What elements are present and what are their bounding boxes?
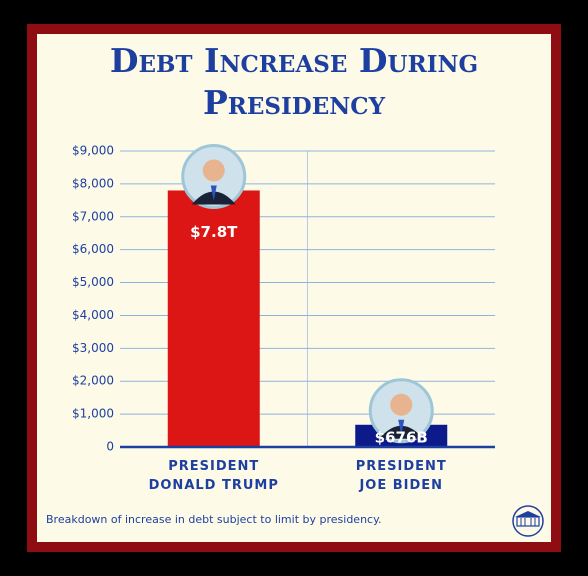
- y-tick-label: 0: [106, 440, 114, 454]
- y-tick-label: $3,000: [72, 341, 114, 355]
- portrait: [368, 378, 434, 444]
- portrait-tie: [398, 419, 405, 435]
- y-tick-label: $9,000: [72, 144, 114, 158]
- y-tick-label: $4,000: [72, 308, 114, 322]
- portrait: [181, 143, 247, 209]
- value-label: $7.8T: [190, 223, 238, 241]
- caption: Breakdown of increase in debt subject to…: [46, 513, 382, 526]
- y-tick-label: $1,000: [72, 407, 114, 421]
- panel: [37, 34, 551, 542]
- portrait-tie: [210, 185, 217, 201]
- bar: [167, 190, 260, 447]
- y-tick-label: $7,000: [72, 209, 114, 223]
- y-tick-label: $5,000: [72, 275, 114, 289]
- chart-title: Debt Increase During Presidency: [109, 41, 479, 122]
- white-house-logo: [512, 505, 544, 537]
- y-tick-label: $6,000: [72, 242, 114, 256]
- portrait-face: [390, 393, 413, 416]
- portrait-face: [202, 159, 225, 182]
- y-tick-label: $8,000: [72, 176, 114, 190]
- y-tick-label: $2,000: [72, 374, 114, 388]
- x-tick-label: PRESIDENT DONALD TRUMP: [148, 459, 279, 493]
- value-label: $676B: [375, 428, 428, 446]
- x-tick-label: PRESIDENT JOE BIDEN: [355, 459, 447, 493]
